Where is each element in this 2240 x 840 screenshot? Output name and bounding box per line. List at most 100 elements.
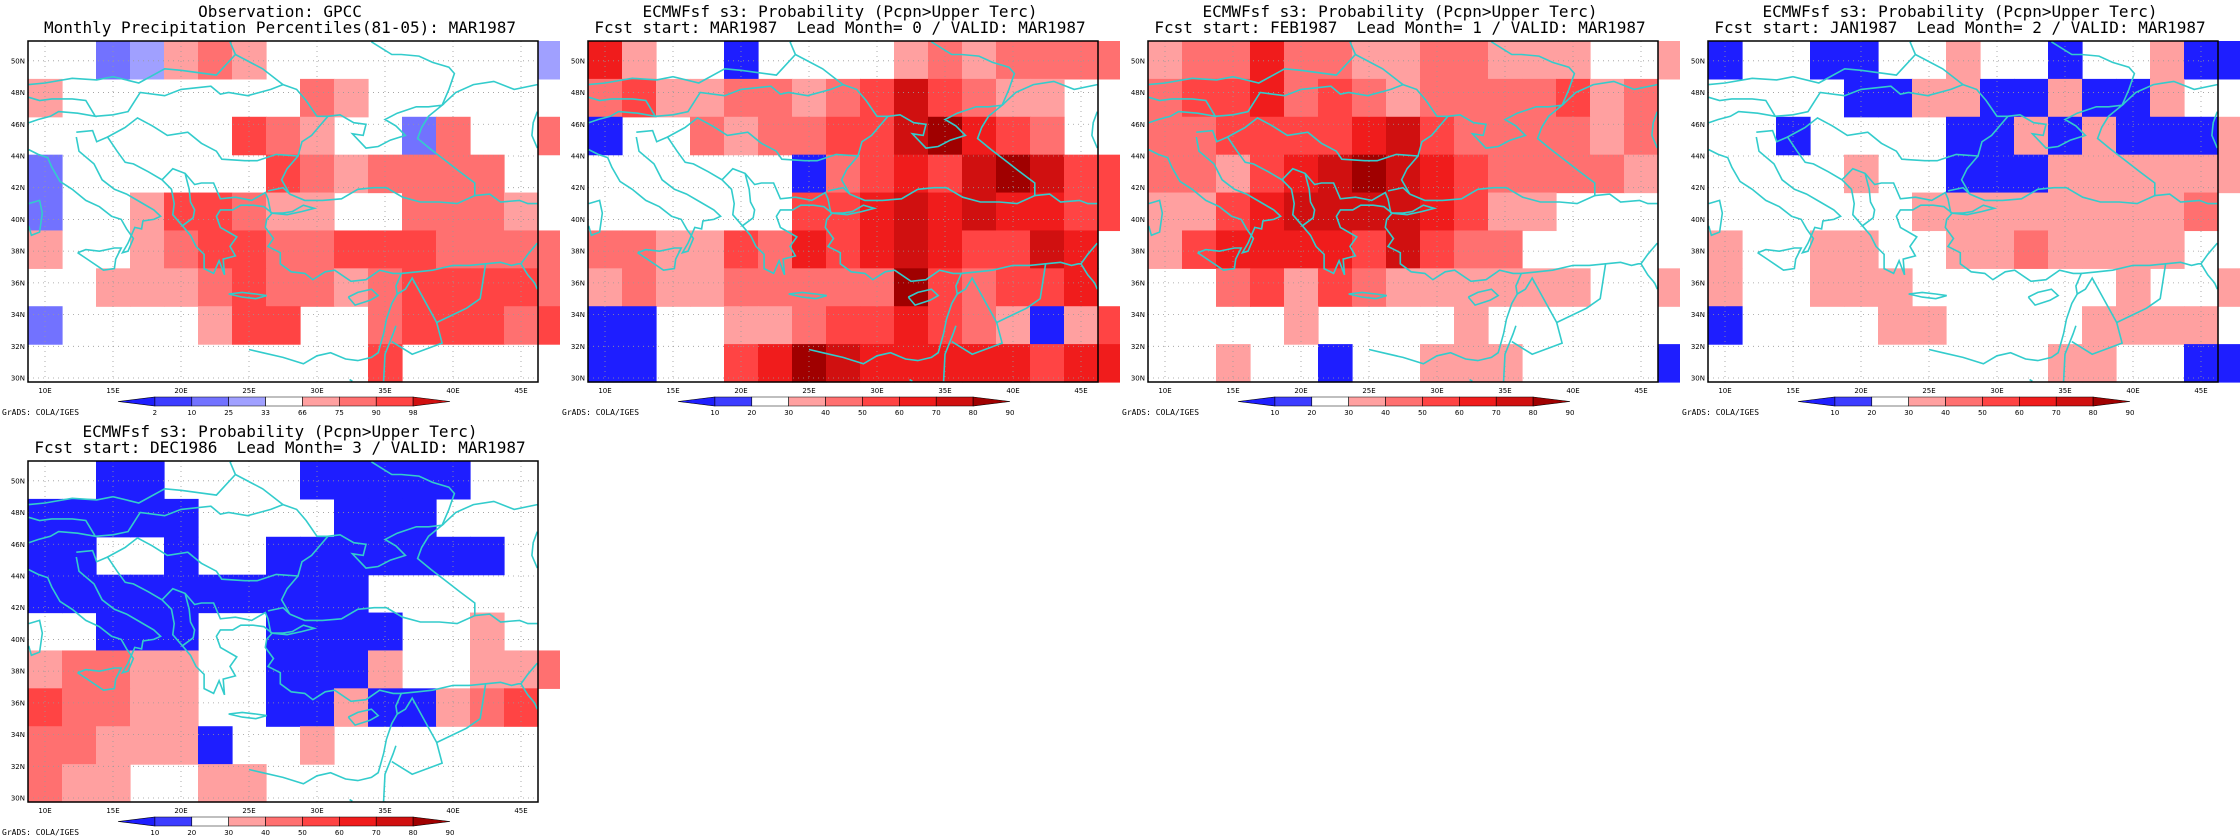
precip-cell — [334, 650, 369, 689]
precip-cell — [266, 154, 301, 194]
precip-cell — [266, 688, 301, 727]
coastline — [1148, 136, 1283, 254]
lon-tick-label: 45E — [1074, 387, 1087, 395]
precip-cell — [334, 154, 369, 194]
colorbar-swatch — [228, 396, 266, 407]
coastline — [827, 186, 851, 195]
precip-cell — [1064, 268, 1099, 307]
lat-tick-label: 46N — [571, 121, 585, 129]
precip-cell — [402, 498, 437, 538]
coastline — [788, 291, 827, 300]
coastline — [95, 503, 328, 538]
colorbar: 2 10 25 33 66 75 90 98 — [117, 396, 451, 417]
coastline — [370, 461, 456, 526]
lon-tick-label: 30E — [1990, 387, 2003, 395]
colorbar-swatch — [412, 816, 451, 827]
lat-tick-label: 44N — [1131, 152, 1145, 160]
coastline — [107, 536, 299, 582]
precip-cell — [1844, 268, 1879, 307]
precip-cell — [266, 612, 301, 652]
colorbar-label: 30 — [1344, 409, 1353, 417]
precip-cell — [368, 461, 403, 500]
coastline — [28, 41, 237, 86]
precip-cell — [1488, 78, 1523, 118]
coastline — [401, 261, 521, 275]
precip-cell — [198, 306, 233, 345]
precip-cell — [1454, 78, 1489, 118]
coastline — [2121, 80, 2218, 106]
coastline — [1400, 104, 1596, 205]
coastline — [520, 662, 538, 710]
coastline — [1594, 193, 1658, 205]
precip-cell — [724, 268, 759, 307]
coastline — [655, 83, 888, 118]
colorbar-swatch — [1834, 396, 1873, 407]
precip-cell — [266, 192, 301, 232]
precip-cell — [198, 268, 233, 307]
lon-tick-label: 35E — [1498, 387, 1511, 395]
colorbar-swatch — [265, 396, 303, 407]
precip-cell — [1980, 154, 2015, 194]
precip-cell — [1386, 41, 1421, 80]
precip-cell — [2184, 306, 2219, 345]
coastline — [531, 531, 538, 569]
precip-cell — [928, 78, 963, 118]
precip-cell — [1182, 41, 1217, 80]
lat-tick-label: 32N — [571, 343, 585, 351]
precip-cell — [1708, 41, 1743, 80]
lon-tick-label: 30E — [310, 387, 323, 395]
lat-tick-label: 40N — [11, 636, 25, 644]
precip-cell — [96, 268, 131, 307]
precip-cell — [1284, 268, 1319, 307]
precip-cell — [1878, 268, 1913, 307]
precip-cell — [622, 306, 657, 345]
lon-tick-label: 15E — [106, 807, 119, 815]
precip-cell — [1810, 41, 1845, 80]
precip-cell — [1912, 306, 1947, 345]
coastline — [28, 556, 163, 674]
panel-fcst-lead1: ECMWFsf s3: Probability (Pcpn>Upper Terc… — [1120, 0, 1680, 420]
coastline — [441, 500, 538, 526]
colorbar-label: 70 — [1492, 409, 1501, 417]
precip-cell — [232, 306, 267, 345]
lon-tick-label: 10E — [1158, 387, 1171, 395]
lat-tick-label: 44N — [11, 152, 25, 160]
precip-cell — [28, 726, 63, 765]
coastline — [349, 798, 353, 802]
precip-cell — [1946, 41, 1981, 80]
precip-cell — [826, 306, 861, 345]
colorbar-label: 90 — [1006, 409, 1015, 417]
colorbar-label: 40 — [261, 829, 270, 837]
colorbar-swatch — [228, 816, 266, 827]
colorbar-swatch — [1385, 396, 1423, 407]
precip-cell — [164, 268, 199, 307]
coastline — [996, 263, 1047, 324]
coastline — [2050, 41, 2136, 106]
lat-tick-label: 30N — [1131, 375, 1145, 383]
grads-credit: GrADS: COLA/IGES — [1122, 408, 1200, 417]
precip-cell — [724, 306, 759, 345]
precip-cell — [962, 154, 997, 194]
lat-tick-label: 36N — [11, 279, 25, 287]
coastline — [1521, 261, 1641, 275]
precip-cell — [928, 41, 963, 80]
precip-cell — [198, 726, 233, 765]
precip-cell — [860, 154, 895, 194]
panel-obs: Observation: GPCC Monthly Precipitation … — [0, 0, 560, 420]
precip-cell — [2014, 154, 2049, 194]
colorbar-label: 10 — [1270, 409, 1279, 417]
colorbar-label: 60 — [895, 409, 904, 417]
precip-cell — [334, 230, 369, 269]
precip-cell — [62, 764, 97, 803]
lat-tick-label: 40N — [11, 216, 25, 224]
coastline — [161, 587, 272, 634]
precip-cell — [1250, 230, 1285, 269]
precip-cell — [1454, 230, 1489, 269]
gridlines — [28, 41, 538, 382]
lat-tick-label: 34N — [11, 311, 25, 319]
coastline — [531, 111, 538, 149]
colorbar-swatch — [1459, 396, 1497, 407]
precip-cell — [2048, 78, 2083, 118]
precip-cell — [198, 192, 233, 232]
lon-tick-label: 35E — [938, 387, 951, 395]
